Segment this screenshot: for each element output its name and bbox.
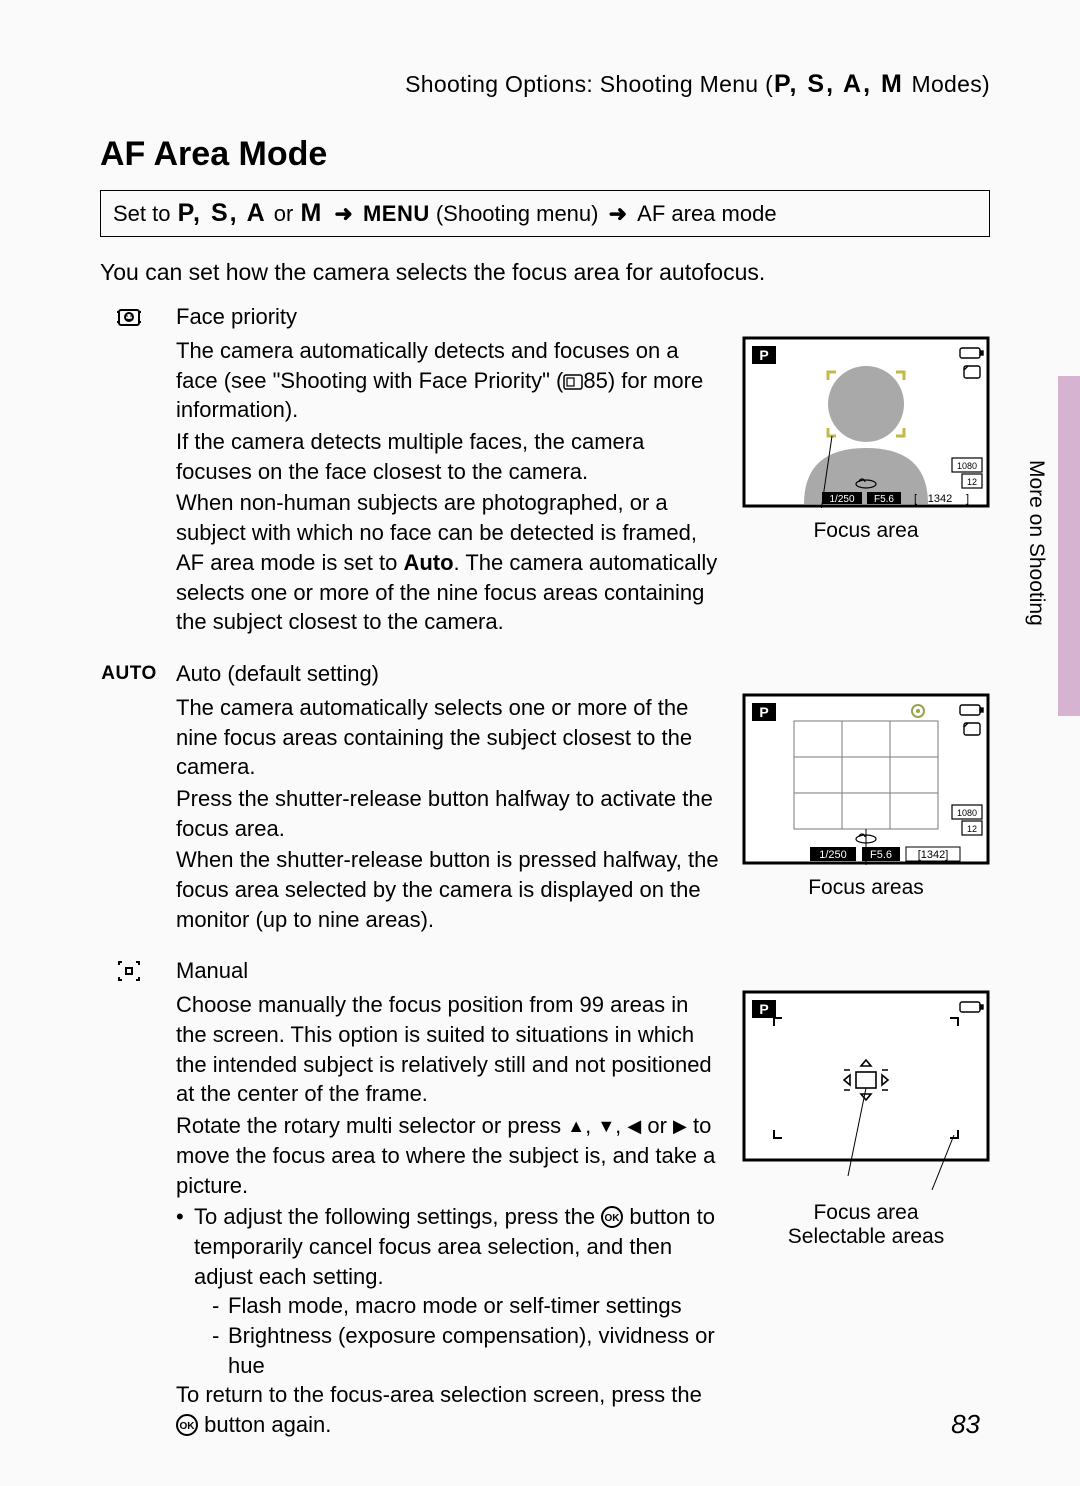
face-priority-icon bbox=[100, 304, 158, 639]
page-title: AF Area Mode bbox=[100, 135, 990, 174]
nav-arrow: ➜ bbox=[602, 201, 633, 226]
nav-or: or bbox=[268, 201, 300, 226]
intro-text: You can set how the camera selects the f… bbox=[100, 257, 990, 288]
svg-text:12: 12 bbox=[967, 824, 977, 834]
breadcrumb-suffix: Modes) bbox=[905, 71, 990, 97]
lcd-auto: P 1080 12 1/250 bbox=[742, 693, 990, 870]
manual-p2a: Rotate the rotary multi selector or pres… bbox=[176, 1113, 567, 1138]
nav-prefix: Set to bbox=[113, 201, 177, 226]
manual-page: More on Shooting Shooting Options: Shoot… bbox=[0, 0, 1080, 1486]
menu-glyph: MENU bbox=[363, 201, 430, 226]
face-p3bold: Auto bbox=[403, 550, 453, 575]
lcd-face-priority: P 1080 12 bbox=[742, 336, 990, 513]
manual-p3b: button again. bbox=[198, 1412, 331, 1437]
manual-b1a: To adjust the following settings, press … bbox=[194, 1204, 601, 1229]
face-ref: 85 bbox=[583, 368, 607, 393]
nav-dest: AF area mode bbox=[637, 201, 776, 226]
lcd-manual: P bbox=[742, 990, 990, 1195]
lcd-auto-caption: Focus areas bbox=[742, 876, 990, 900]
svg-text:P: P bbox=[759, 704, 768, 720]
manual-p3a: To return to the focus-area selection sc… bbox=[176, 1382, 702, 1407]
svg-text:[: [ bbox=[914, 493, 917, 505]
auto-p3: When the shutter-release button is press… bbox=[176, 845, 720, 934]
auto-icon: AUTO bbox=[100, 661, 158, 937]
nav-lastmode: M bbox=[300, 199, 323, 227]
svg-text:F5.6: F5.6 bbox=[870, 849, 892, 861]
svg-text:1080: 1080 bbox=[957, 808, 977, 818]
svg-text:OK: OK bbox=[605, 1213, 621, 1224]
manual-dash1: Flash mode, macro mode or self-timer set… bbox=[194, 1291, 720, 1321]
face-heading: Face priority bbox=[176, 304, 990, 330]
nav-arrow: ➜ bbox=[328, 201, 359, 226]
section-manual: Manual Choose manually the focus positio… bbox=[100, 958, 990, 1441]
svg-text:OK: OK bbox=[180, 1421, 196, 1432]
svg-text:1080: 1080 bbox=[957, 461, 977, 471]
auto-text: The camera automatically selects one or … bbox=[176, 693, 720, 937]
svg-text:]: ] bbox=[966, 493, 969, 505]
section-tab bbox=[1058, 376, 1080, 716]
face-p2: If the camera detects multiple faces, th… bbox=[176, 427, 720, 486]
ok-button-icon: OK bbox=[601, 1206, 623, 1228]
auto-heading: Auto (default setting) bbox=[176, 661, 990, 687]
auto-p2: Press the shutter-release button halfway… bbox=[176, 784, 720, 843]
left-arrow-icon: ◀ bbox=[627, 1114, 641, 1138]
manual-heading: Manual bbox=[176, 958, 990, 984]
breadcrumb-prefix: Shooting Options: Shooting Menu ( bbox=[405, 71, 773, 97]
section-label: More on Shooting bbox=[1024, 460, 1048, 626]
manual-icon bbox=[100, 958, 158, 1441]
svg-text:[1342]: [1342] bbox=[918, 849, 949, 861]
nav-path-box: Set to P, S, A or M ➜ MENU (Shooting men… bbox=[100, 190, 990, 237]
section-auto: AUTO Auto (default setting) The camera a… bbox=[100, 661, 990, 937]
lcd-face-caption: Focus area bbox=[742, 519, 990, 543]
page-number: 83 bbox=[951, 1409, 980, 1440]
section-face-priority: Face priority The camera automatically d… bbox=[100, 304, 990, 639]
manual-p1: Choose manually the focus position from … bbox=[176, 990, 720, 1109]
svg-text:12: 12 bbox=[967, 477, 977, 487]
manual-text: Choose manually the focus position from … bbox=[176, 990, 720, 1441]
down-arrow-icon: ▼ bbox=[597, 1114, 615, 1138]
breadcrumb-modes: P, S, A, M bbox=[774, 70, 904, 98]
face-text: The camera automatically detects and foc… bbox=[176, 336, 720, 639]
up-arrow-icon: ▲ bbox=[567, 1114, 585, 1138]
svg-text:P: P bbox=[759, 347, 768, 363]
svg-text:F5.6: F5.6 bbox=[874, 494, 894, 505]
nav-mid: (Shooting menu) bbox=[430, 201, 599, 226]
right-arrow-icon: ▶ bbox=[673, 1114, 687, 1138]
svg-text:1342: 1342 bbox=[928, 493, 952, 505]
auto-p1: The camera automatically selects one or … bbox=[176, 693, 720, 782]
svg-text:1/250: 1/250 bbox=[819, 849, 847, 861]
ok-button-icon: OK bbox=[176, 1414, 198, 1436]
svg-text:1/250: 1/250 bbox=[829, 494, 854, 505]
manual-dash2: Brightness (exposure compensation), vivi… bbox=[194, 1321, 720, 1380]
nav-modes: P, S, A bbox=[178, 199, 267, 227]
lcd-manual-caption: Focus area Selectable areas bbox=[742, 1201, 990, 1249]
svg-text:P: P bbox=[759, 1001, 768, 1017]
breadcrumb: Shooting Options: Shooting Menu (P, S, A… bbox=[100, 70, 990, 99]
